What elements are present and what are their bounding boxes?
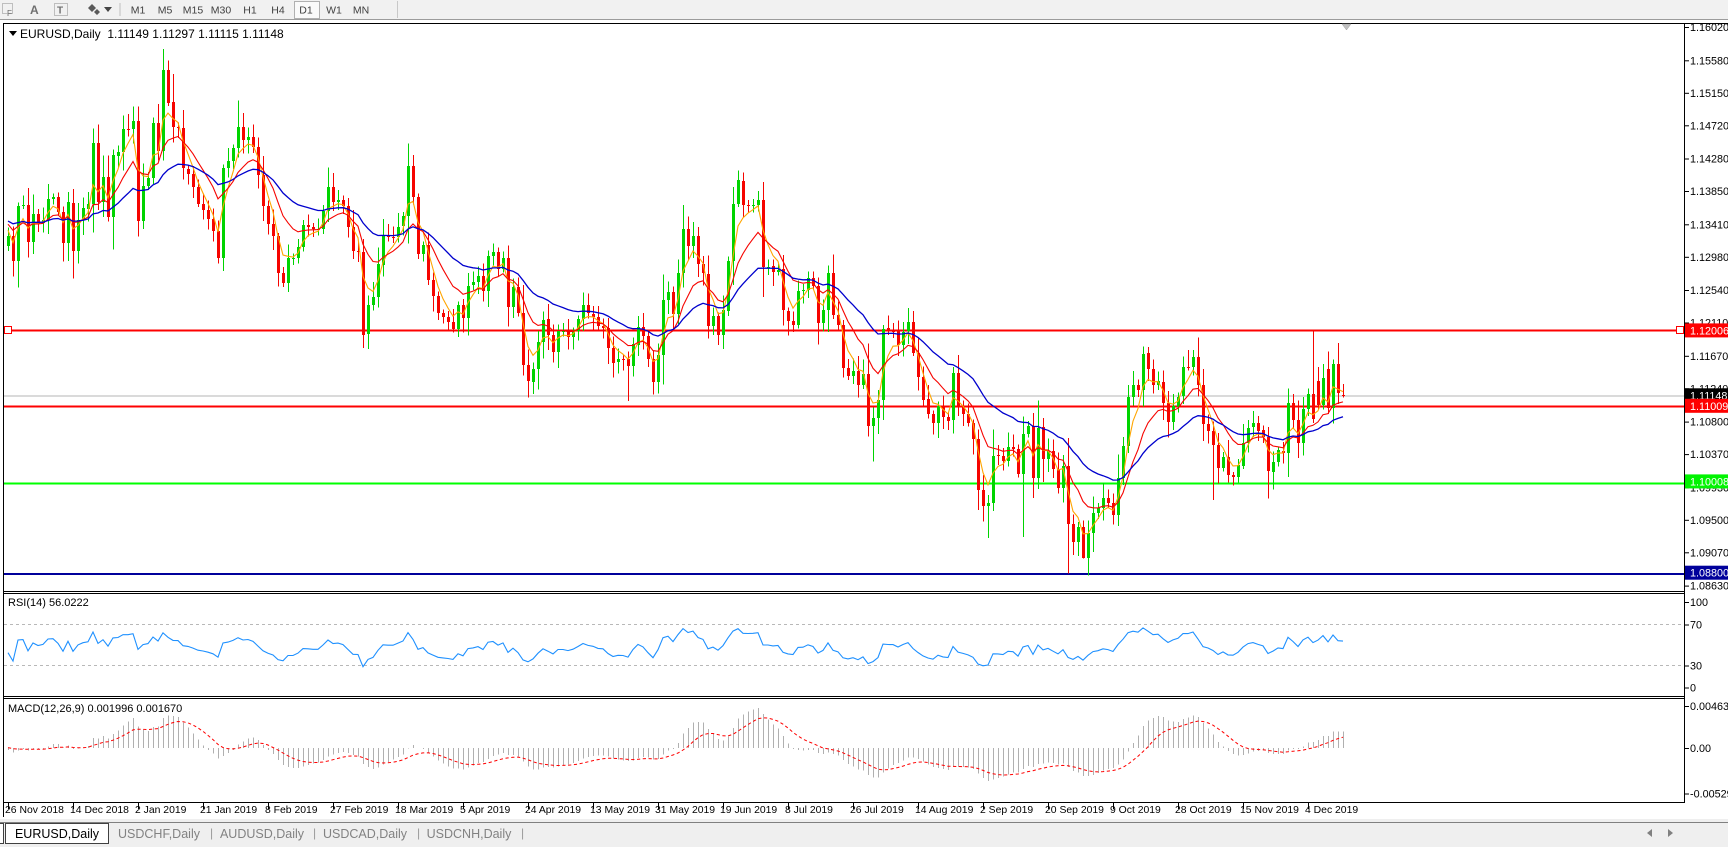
svg-text:0.00463: 0.00463 [1690,701,1728,713]
svg-text:1.12006: 1.12006 [1690,325,1728,337]
svg-text:1.15150: 1.15150 [1690,88,1728,100]
svg-text:100: 100 [1690,597,1708,609]
svg-text:1.09070: 1.09070 [1690,547,1728,559]
svg-text:1.08630: 1.08630 [1690,581,1728,593]
svg-text:1.09500: 1.09500 [1690,515,1728,527]
svg-text:26 Nov 2018: 26 Nov 2018 [5,805,64,816]
svg-text:26 Jul 2019: 26 Jul 2019 [850,805,904,816]
svg-text:USDCNH,Daily: USDCNH,Daily [427,827,512,841]
svg-text:D1: D1 [299,5,313,17]
svg-text:20 Sep 2019: 20 Sep 2019 [1045,805,1104,816]
svg-text:30: 30 [1690,661,1702,673]
svg-text:14 Dec 2018: 14 Dec 2018 [70,805,129,816]
svg-text:28 Oct 2019: 28 Oct 2019 [1175,805,1232,816]
svg-text:8 Feb 2019: 8 Feb 2019 [265,805,318,816]
svg-text:0.00: 0.00 [1690,743,1711,755]
svg-text:W1: W1 [326,5,342,17]
svg-text:1.10370: 1.10370 [1690,449,1728,461]
svg-text:H1: H1 [243,5,257,17]
svg-text:9 Oct 2019: 9 Oct 2019 [1110,805,1161,816]
svg-text:2 Jan 2019: 2 Jan 2019 [135,805,187,816]
svg-text:1.12540: 1.12540 [1690,285,1728,297]
svg-text:1.15580: 1.15580 [1690,55,1728,67]
svg-text:1.12980: 1.12980 [1690,252,1728,264]
svg-text:13 May 2019: 13 May 2019 [590,805,650,816]
svg-text:18 Mar 2019: 18 Mar 2019 [395,805,454,816]
svg-text:8 Jul 2019: 8 Jul 2019 [785,805,833,816]
svg-text:USDCAD,Daily: USDCAD,Daily [323,827,408,841]
svg-text:|: | [313,826,316,840]
svg-text:14 Aug 2019: 14 Aug 2019 [915,805,974,816]
svg-text:31 May 2019: 31 May 2019 [655,805,715,816]
svg-text:A: A [30,3,39,17]
svg-text:M1: M1 [131,5,146,17]
svg-text:24 Apr 2019: 24 Apr 2019 [525,805,581,816]
svg-text:1.14280: 1.14280 [1690,154,1728,166]
svg-text:4 Dec 2019: 4 Dec 2019 [1305,805,1358,816]
svg-text:27 Feb 2019: 27 Feb 2019 [330,805,389,816]
svg-text:21 Jan 2019: 21 Jan 2019 [200,805,257,816]
svg-text:2 Sep 2019: 2 Sep 2019 [980,805,1033,816]
svg-text:1.10800: 1.10800 [1690,417,1728,429]
svg-text:19 Jun 2019: 19 Jun 2019 [720,805,777,816]
svg-text:5 Apr 2019: 5 Apr 2019 [460,805,510,816]
svg-text:-0.005299: -0.005299 [1690,789,1728,801]
svg-text:1.11009: 1.11009 [1690,401,1728,413]
svg-text:1.14720: 1.14720 [1690,120,1728,132]
svg-text:0: 0 [1690,683,1696,695]
svg-text:T: T [57,6,63,17]
svg-text:M30: M30 [211,5,232,17]
svg-text:M15: M15 [183,5,204,17]
svg-text:EURUSD,Daily: EURUSD,Daily [15,827,100,841]
svg-text:RSI(14) 56.0222: RSI(14) 56.0222 [8,597,89,609]
svg-text:MN: MN [353,5,369,17]
svg-text:M5: M5 [158,5,173,17]
svg-text:1.08800: 1.08800 [1690,568,1728,580]
svg-text:|: | [210,826,213,840]
svg-text:1.13850: 1.13850 [1690,186,1728,198]
svg-text:1.11670: 1.11670 [1690,351,1728,363]
svg-text:USDCHF,Daily: USDCHF,Daily [118,827,201,841]
svg-text:MACD(12,26,9) 0.001996 0.00167: MACD(12,26,9) 0.001996 0.001670 [8,703,182,715]
svg-text:15 Nov 2019: 15 Nov 2019 [1240,805,1299,816]
svg-text:1.10008: 1.10008 [1690,476,1728,488]
svg-text:1.16020: 1.16020 [1690,22,1728,34]
svg-text:70: 70 [1690,620,1702,632]
svg-text:1.13410: 1.13410 [1690,219,1728,231]
svg-text:F: F [7,9,12,18]
svg-text:AUDUSD,Daily: AUDUSD,Daily [220,827,305,841]
svg-text:H4: H4 [271,5,285,17]
svg-text:EURUSD,Daily 1.11149 1.11297: EURUSD,Daily 1.11149 1.11297 1.11115 1.1… [20,27,284,41]
svg-text:|: | [521,826,524,840]
svg-text:|: | [417,826,420,840]
